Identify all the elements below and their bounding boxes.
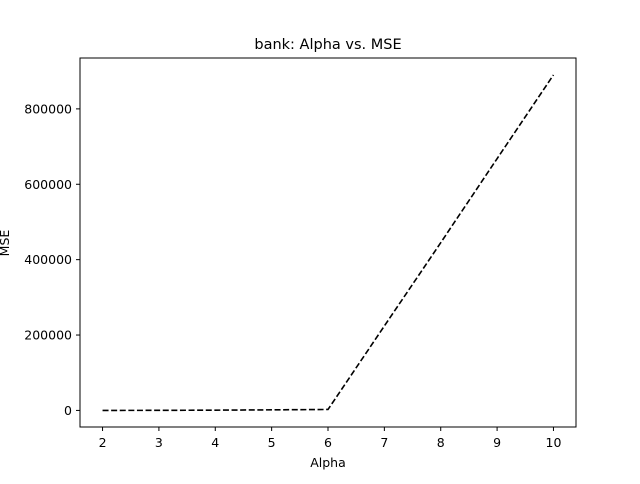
x-tick-label: 8 xyxy=(437,435,445,450)
x-axis-ticks: 2 3 4 5 6 7 8 9 10 xyxy=(99,427,562,450)
chart-title: bank: Alpha vs. MSE xyxy=(254,37,401,53)
x-tick-label: 10 xyxy=(546,435,562,450)
y-tick-label: 400000 xyxy=(24,252,72,267)
series-layer xyxy=(102,74,555,412)
y-tick-label: 200000 xyxy=(24,328,72,343)
x-tick-label: 9 xyxy=(493,435,501,450)
x-tick-label: 5 xyxy=(268,435,276,450)
y-tick-label: 600000 xyxy=(24,177,72,192)
x-tick-label: 7 xyxy=(380,435,388,450)
x-axis-label: Alpha xyxy=(310,455,346,470)
y-axis-ticks: 0 200000 400000 600000 800000 xyxy=(24,101,80,418)
y-tick-label: 800000 xyxy=(24,101,72,116)
x-tick-label: 6 xyxy=(324,435,332,450)
x-tick-label: 4 xyxy=(211,435,219,450)
y-tick-label: 0 xyxy=(64,403,72,418)
series-line xyxy=(102,74,555,412)
x-tick-label: 3 xyxy=(155,435,163,450)
y-axis-label: MSE xyxy=(0,230,12,257)
plot-frame xyxy=(79,57,577,428)
x-tick-label: 2 xyxy=(99,435,107,450)
